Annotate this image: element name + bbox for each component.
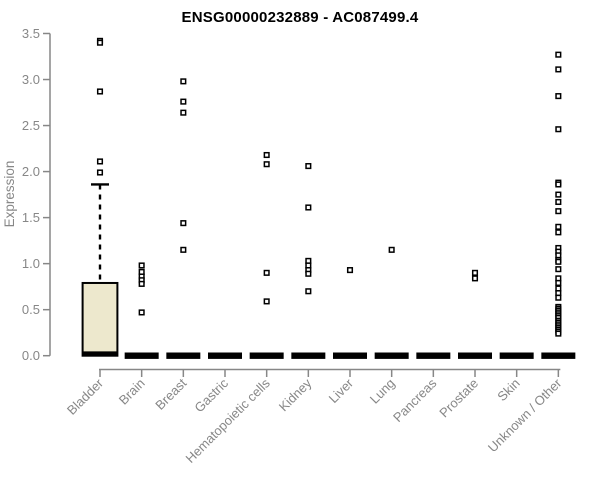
- outlier-point: [471, 269, 479, 276]
- zero-box-bar: [124, 352, 159, 359]
- y-axis-title: Expression: [2, 161, 17, 228]
- zero-box-bar: [166, 352, 201, 359]
- outlier-point: [305, 288, 312, 295]
- outlier-point: [555, 223, 562, 230]
- zero-box-bar: [499, 352, 534, 359]
- outlier-point: [263, 269, 270, 276]
- zero-box-bar: [458, 352, 493, 359]
- outlier-point: [555, 191, 562, 198]
- y-tick-label: 0.5: [22, 302, 40, 317]
- zero-box-bar: [416, 352, 451, 359]
- outlier-point: [180, 246, 187, 253]
- outlier-point: [263, 151, 270, 159]
- y-tick-label: 2.0: [22, 164, 40, 179]
- outlier-point: [555, 330, 562, 337]
- outlier-point: [96, 169, 104, 176]
- zero-box-bar: [374, 352, 409, 359]
- outlier-point: [180, 78, 187, 85]
- outlier-point: [180, 98, 187, 105]
- outlier-point: [138, 280, 145, 287]
- zero-box-bar: [333, 352, 368, 359]
- outlier-point: [180, 220, 187, 227]
- x-tick-label: Prostate: [436, 376, 481, 421]
- outlier-point: [263, 161, 270, 168]
- outlier-point: [555, 258, 562, 265]
- zero-box-bar: [208, 352, 243, 359]
- y-tick-label: 0.0: [22, 348, 40, 363]
- outlier-point: [555, 266, 562, 273]
- zero-box-bar: [291, 352, 326, 359]
- boxplot-box: [81, 281, 119, 357]
- y-tick-label: 3.0: [22, 72, 40, 87]
- x-tick-label: Lung: [367, 376, 398, 407]
- outlier-point: [305, 204, 312, 211]
- y-tick-label: 1.0: [22, 256, 40, 271]
- outlier-point: [555, 181, 562, 188]
- x-tick-label: Brain: [116, 376, 148, 408]
- x-tick-label: Breast: [152, 375, 189, 412]
- chart-title: ENSG00000232889 - AC087499.4: [181, 9, 419, 26]
- outlier-point: [555, 51, 562, 58]
- outlier-point: [555, 93, 562, 100]
- outlier-point: [96, 39, 104, 46]
- x-tick-label: Unknown / Other: [485, 375, 565, 455]
- y-tick-label: 3.5: [22, 26, 40, 41]
- x-tick-label: Pancreas: [390, 375, 440, 425]
- outlier-point: [263, 298, 270, 305]
- x-tick-label: Skin: [494, 376, 522, 404]
- outlier-point: [555, 208, 562, 215]
- outlier-point: [138, 309, 145, 316]
- outlier-point: [138, 262, 145, 269]
- outlier-point: [346, 267, 354, 274]
- zero-box-bar: [249, 352, 284, 359]
- outlier-point: [471, 275, 479, 282]
- outlier-point: [305, 270, 312, 277]
- outlier-point: [180, 109, 187, 116]
- zero-box-bar: [541, 352, 576, 359]
- y-tick-label: 2.5: [22, 118, 40, 133]
- outlier-point: [555, 229, 562, 236]
- x-tick-label: Bladder: [64, 375, 107, 418]
- outlier-point: [555, 294, 562, 301]
- x-tick-label: Liver: [326, 375, 357, 406]
- outlier-point: [305, 163, 312, 170]
- outlier-point: [96, 88, 104, 95]
- outlier-point: [96, 158, 104, 165]
- outlier-point: [555, 126, 562, 133]
- x-tick-label: Kidney: [276, 375, 315, 414]
- outlier-point: [555, 198, 562, 206]
- x-tick-label: Gastric: [191, 375, 231, 415]
- outlier-point: [555, 66, 562, 73]
- outlier-point: [388, 246, 395, 253]
- outlier-point: [555, 279, 562, 287]
- y-tick-label: 1.5: [22, 210, 40, 225]
